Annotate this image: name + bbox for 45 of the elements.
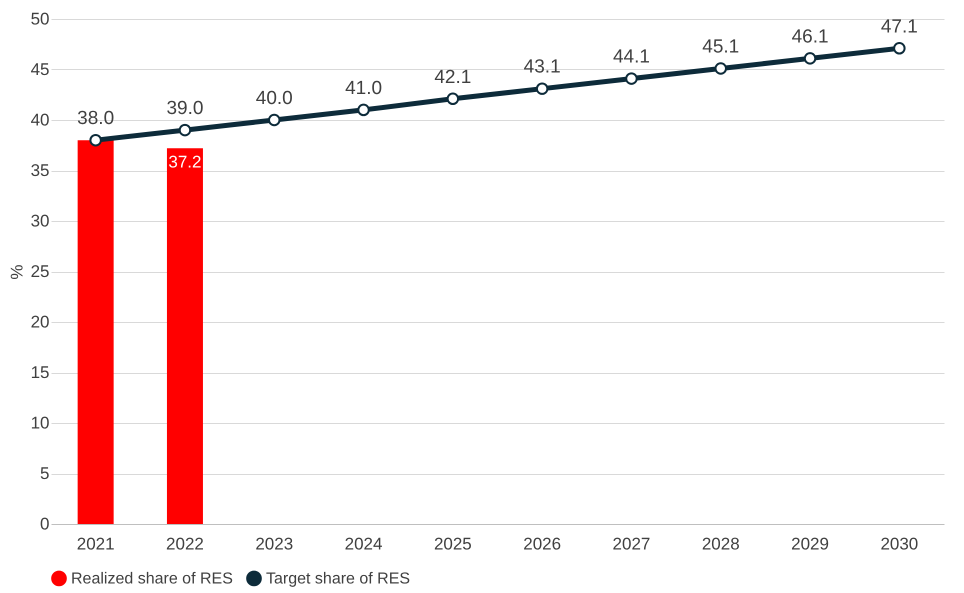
point <box>536 82 548 95</box>
point <box>714 62 727 75</box>
y-tick-label: 45 <box>30 60 50 79</box>
point <box>178 124 192 136</box>
point <box>625 72 638 85</box>
y-tick-label: 30 <box>30 212 50 230</box>
x-tick-label: 2026 <box>523 534 562 554</box>
x-tick-label: 2030 <box>880 534 918 554</box>
data-label: 46.1 <box>792 26 829 48</box>
y-axis-title: % <box>8 264 27 280</box>
y-tick-label: 25 <box>30 262 50 281</box>
x-tick-label: 2023 <box>255 534 294 554</box>
point <box>804 52 816 65</box>
data-label: 40.0 <box>256 88 293 109</box>
data-label: 44.1 <box>612 46 650 68</box>
y-tick-label: 50 <box>30 10 50 28</box>
x-tick-label: 2022 <box>166 534 204 554</box>
point <box>89 134 102 146</box>
x-tick-label: 2021 <box>76 534 115 554</box>
y-tick-label: 15 <box>30 363 50 382</box>
y-tick-label: 0 <box>40 514 50 534</box>
point <box>268 114 280 126</box>
data-label: 42.1 <box>434 66 472 88</box>
y-tick-label: 35 <box>30 161 50 180</box>
data-label: 39.0 <box>166 98 204 120</box>
data-label: 47.1 <box>880 16 918 38</box>
data-label: 37.2 <box>168 152 202 172</box>
data-label: 38.0 <box>77 108 114 130</box>
point <box>446 92 460 106</box>
x-tick-label: 2029 <box>791 534 829 554</box>
y-tick-label: 20 <box>30 312 50 332</box>
x-tick-label: 2028 <box>702 534 740 554</box>
data-label: 41.0 <box>345 78 382 99</box>
y-tick-label: 5 <box>40 464 50 483</box>
data-label: 43.1 <box>524 56 561 78</box>
legend-label: Realized share of RES <box>71 570 233 588</box>
x-tick-label: 2024 <box>344 534 382 554</box>
x-tick-label: 2027 <box>612 534 650 554</box>
legend-label: Target share of RES <box>266 570 410 588</box>
data-label: 45.1 <box>702 36 740 58</box>
point <box>893 42 906 55</box>
x-tick-label: 2025 <box>434 534 472 554</box>
y-tick-label: 10 <box>30 414 50 432</box>
y-tick-label: 40 <box>30 110 50 130</box>
point <box>357 104 370 116</box>
